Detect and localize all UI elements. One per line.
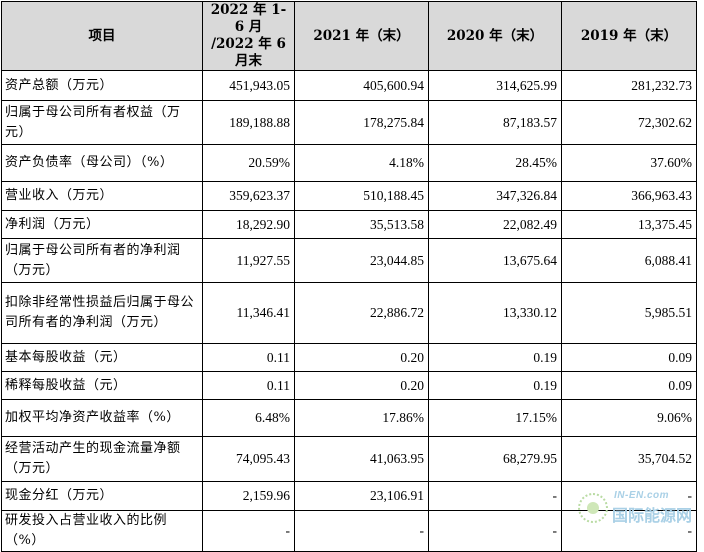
table-row: 归属于母公司所有者权益（万元） 189,188.88 178,275.84 87,18… [1,100,697,145]
header-row: 项目 2022 年 1-6 月 /2022 年 6 月末 2021 年（末） 2… [1,1,697,71]
row-label: 经营活动产生的现金流量净额（万元） [1,436,203,482]
cell-2021: 22,886.72 [294,282,429,344]
header-2020: 2020 年（末） [428,1,562,71]
table-row: 经营活动产生的现金流量净额（万元） 74,095.43 41,063.95 68,27… [1,436,697,482]
cell-2019: 72,302.62 [561,100,697,145]
table-row: 资产负债率（母公司）（%） 20.59% 4.18% 28.45% 37.60% [1,144,697,182]
header-2022h1-line1: 2022 年 1-6 月 [210,2,287,36]
row-label: 扣除非经常性损益后归属于母公司所有者的净利润（万元） [1,282,203,344]
row-label: 资产总额（万元） [1,70,203,101]
cell-2020: 0.19 [428,371,562,400]
cell-2020: 17.15% [428,399,562,437]
row-label: 加权平均净资产收益率（%） [1,399,203,437]
cell-2020: 13,675.64 [428,238,562,283]
cell-2021: 0.20 [294,343,429,372]
row-label: 归属于母公司所有者权益（万元） [1,100,203,145]
cell-2019: 35,704.52 [561,436,697,482]
cell-2020: 87,183.57 [428,100,562,145]
cell-2022h1: 0.11 [202,343,295,372]
cell-2022h1: 20.59% [202,144,295,182]
table-row: 扣除非经常性损益后归属于母公司所有者的净利润（万元） 11,346.41 22,88… [1,282,697,344]
header-2022h1-line2: /2022 年 6 月末 [211,36,286,69]
cell-2022h1: 451,943.05 [202,70,295,101]
table-row: 基本每股收益（元） 0.11 0.20 0.19 0.09 [1,343,697,372]
row-label: 基本每股收益（元） [1,343,203,372]
cell-2021: 41,063.95 [294,436,429,482]
cell-2019: 281,232.73 [561,70,697,101]
row-label: 归属于母公司所有者的净利润（万元） [1,238,203,283]
row-label: 研发投入占营业收入的比例（%） [1,510,203,552]
header-item: 项目 [1,1,203,71]
table-row: 归属于母公司所有者的净利润（万元） 11,927.55 23,044.85 13,67… [1,238,697,283]
cell-2021: 405,600.94 [294,70,429,101]
cell-2021: 35,513.58 [294,210,429,239]
cell-2020: 347,326.84 [428,181,562,211]
cell-2020: 22,082.49 [428,210,562,239]
cell-2022h1: 6.48% [202,399,295,437]
table-row: 营业收入（万元） 359,623.37 510,188.45 347,326.84 36… [1,181,697,211]
cell-2020: 13,330.12 [428,282,562,344]
table-row: 净利润（万元） 18,292.90 35,513.58 22,082.49 13,375… [1,210,697,239]
header-2019: 2019 年（末） [561,1,697,71]
header-2022h1: 2022 年 1-6 月 /2022 年 6 月末 [202,1,295,71]
cell-2021: 0.20 [294,371,429,400]
cell-2021: 178,275.84 [294,100,429,145]
cell-2022h1: 359,623.37 [202,181,295,211]
cell-2019: 6,088.41 [561,238,697,283]
cell-2021: - [294,510,429,552]
cell-2021: 510,188.45 [294,181,429,211]
row-label: 现金分红（万元） [1,481,203,511]
watermark-text: 国际能源网 [612,506,693,525]
cell-2021: 23,044.85 [294,238,429,283]
table-row: 稀释每股收益（元） 0.11 0.20 0.19 0.09 [1,371,697,400]
row-label: 稀释每股收益（元） [1,371,203,400]
cell-2022h1: 11,346.41 [202,282,295,344]
row-label: 营业收入（万元） [1,181,203,211]
cell-2022h1: 74,095.43 [202,436,295,482]
watermark-logo: IN-EN.com 国际能源网 [578,490,696,525]
cell-2022h1: - [202,510,295,552]
cell-2021: 17.86% [294,399,429,437]
header-2021: 2021 年（末） [294,1,429,71]
cell-2019: 0.09 [561,371,697,400]
table-row: 加权平均净资产收益率（%） 6.48% 17.86% 17.15% 9.06% [1,399,697,437]
sun-icon [578,493,608,523]
cell-2020: 314,625.99 [428,70,562,101]
cell-2020: 28.45% [428,144,562,182]
watermark-url: IN-EN.com [614,490,670,501]
cell-2022h1: 0.11 [202,371,295,400]
table-row: 资产总额（万元） 451,943.05 405,600.94 314,625.99 28… [1,70,697,101]
cell-2019: 0.09 [561,343,697,372]
row-label: 资产负债率（母公司）（%） [1,144,203,182]
cell-2019: 9.06% [561,399,697,437]
cell-2019: 37.60% [561,144,697,182]
cell-2019: 13,375.45 [561,210,697,239]
cell-2020: 0.19 [428,343,562,372]
cell-2019: 5,985.51 [561,282,697,344]
cell-2019: 366,963.43 [561,181,697,211]
cell-2022h1: 18,292.90 [202,210,295,239]
cell-2022h1: 2,159.96 [202,481,295,511]
cell-2020: - [428,510,562,552]
cell-2022h1: 189,188.88 [202,100,295,145]
row-label: 净利润（万元） [1,210,203,239]
cell-2022h1: 11,927.55 [202,238,295,283]
cell-2020: - [428,481,562,511]
cell-2021: 4.18% [294,144,429,182]
cell-2021: 23,106.91 [294,481,429,511]
cell-2020: 68,279.95 [428,436,562,482]
